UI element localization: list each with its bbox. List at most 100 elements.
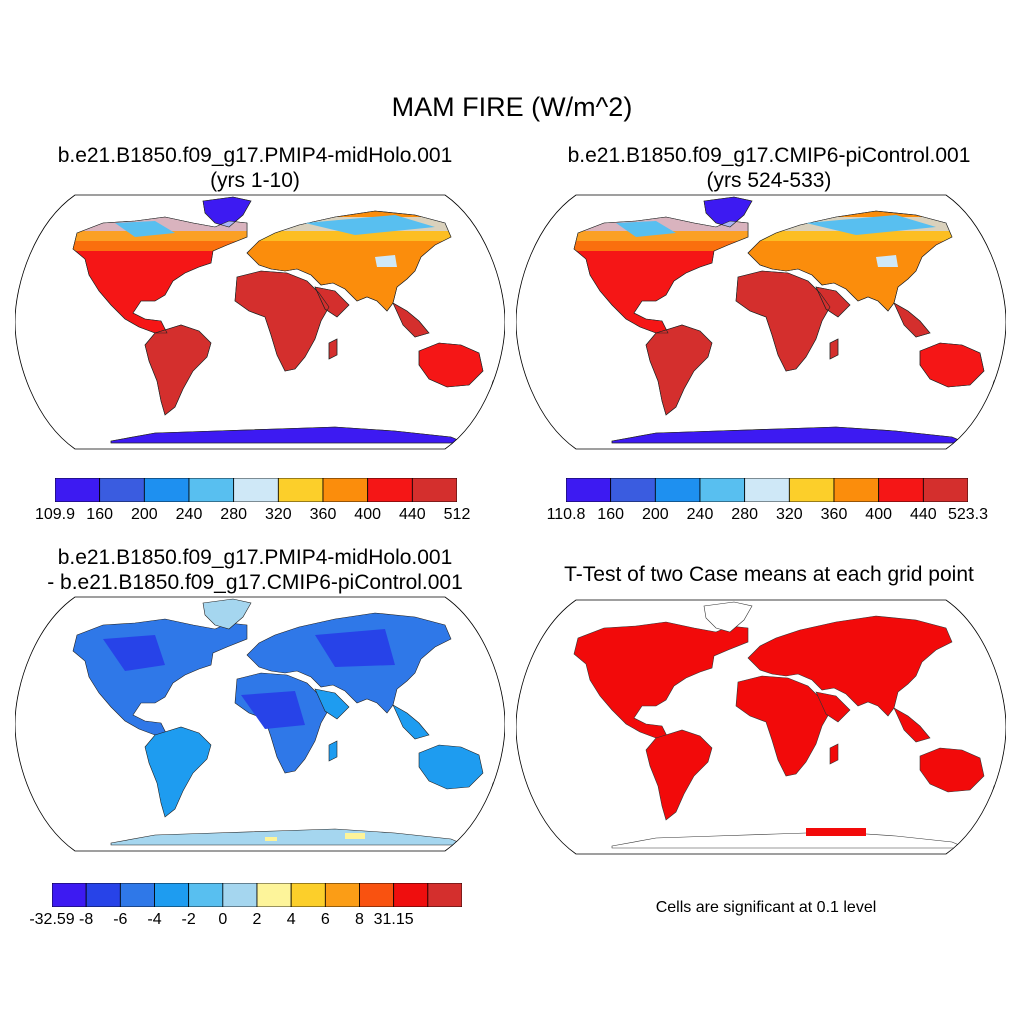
map-control-se-asia: [893, 302, 931, 338]
map-difference-negative-core: [315, 629, 395, 667]
colorbar-tick-label: 200: [641, 506, 669, 523]
colorbar-swatch: [52, 883, 87, 907]
map-difference-negative-core: [241, 691, 305, 729]
map-ttest-significant-patch: [806, 828, 866, 836]
colorbar-tick-label: 280: [220, 506, 248, 523]
colorbar-swatch: [154, 883, 190, 907]
colorbar-control: [566, 478, 968, 502]
panel-control-title-line2: (yrs 524-533): [706, 169, 832, 192]
map-ttest-madagascar: [829, 743, 839, 765]
map-difference-arabia: [314, 688, 350, 720]
colorbar-swatch: [566, 478, 612, 502]
map-ttest-south-america: [645, 729, 713, 821]
map-control: [516, 194, 1006, 450]
panel-case-title-line2: (yrs 1-10): [210, 169, 300, 192]
panel-case-title-line1: b.e21.B1850.f09_g17.PMIP4-midHolo.001: [57, 144, 453, 167]
map-difference-antarctica: [110, 828, 466, 846]
colorbar-swatch: [833, 478, 880, 502]
colorbar-tick-label: 400: [354, 506, 382, 523]
colorbar-tick-label: 280: [731, 506, 759, 523]
colorbar-swatch: [222, 883, 258, 907]
colorbar-swatch: [188, 883, 224, 907]
colorbar-swatch: [393, 883, 429, 907]
map-ttest-australia: [919, 747, 985, 793]
colorbar-tick-label: 109.9: [34, 506, 76, 523]
map-case-cold-patch: [305, 215, 435, 235]
colorbar-tick-label: 0: [218, 911, 228, 928]
map-ttest: [516, 599, 1006, 855]
map-case-cold-patch: [375, 255, 397, 267]
colorbar-swatch: [367, 478, 413, 502]
colorbar-swatch: [322, 478, 369, 502]
colorbar-tick-label: 240: [686, 506, 714, 523]
map-case: [15, 194, 505, 450]
map-case-cold-patch: [115, 221, 175, 237]
colorbar-tick-label: 6: [320, 911, 330, 928]
figure-title: MAM FIRE (W/m^2): [391, 92, 633, 122]
panel-control-title: b.e21.B1850.f09_g17.CMIP6-piControl.001 …: [514, 143, 1024, 193]
colorbar-swatch: [99, 478, 145, 502]
colorbar-tick-label: -6: [113, 911, 128, 928]
colorbar-difference-labels: -32.59 -8 -6 -4 -2 0 2 4 6 8 31.15: [29, 911, 462, 931]
colorbar-swatch: [277, 478, 324, 502]
map-case-madagascar: [328, 338, 338, 360]
map-control-africa: [735, 270, 831, 372]
map-control-lat-band: [574, 241, 952, 251]
colorbar-tick-label: 512: [443, 506, 471, 523]
map-ttest-antarctica: [611, 831, 967, 849]
colorbar-swatch: [188, 478, 235, 502]
map-ttest-africa: [735, 675, 831, 777]
map-difference-negative-core: [103, 635, 165, 671]
map-case-se-asia: [392, 302, 430, 338]
colorbar-swatch: [699, 478, 746, 502]
colorbar-tick-label: 523.3: [947, 506, 989, 523]
colorbar-case-labels: 109.9 160 200 240 280 320 360 400 440 512: [35, 506, 470, 526]
map-ttest-arabia: [815, 691, 851, 723]
panel-ttest-title: T-Test of two Case means at each grid po…: [564, 563, 974, 586]
colorbar-tick-label: 2: [252, 911, 262, 928]
map-ttest-north-america: [573, 621, 749, 739]
colorbar-tick-label: -4: [147, 911, 162, 928]
colorbar-control-labels: 110.8 160 200 240 280 320 360 400 440 523.3: [547, 506, 988, 526]
colorbar-swatch: [610, 478, 656, 502]
map-control-cold-patch: [876, 255, 898, 267]
map-control-south-america: [645, 324, 713, 416]
map-case-antarctica: [110, 426, 466, 444]
colorbar-difference: [52, 883, 462, 907]
colorbar-swatch: [55, 478, 101, 502]
map-difference: [15, 596, 505, 852]
map-difference-positive-patch: [265, 837, 277, 841]
panel-control-title-line1: b.e21.B1850.f09_g17.CMIP6-piControl.001: [567, 144, 971, 167]
colorbar-tick-label: 360: [820, 506, 848, 523]
colorbar-tick-label: 320: [775, 506, 803, 523]
colorbar-tick-label: 440: [398, 506, 426, 523]
colorbar-tick-label: 110.8: [546, 506, 586, 523]
colorbar-tick-label: 200: [130, 506, 158, 523]
map-control-cold-patch: [806, 215, 936, 235]
map-case-lat-band: [73, 231, 451, 241]
map-case-lat-band: [73, 241, 451, 251]
map-difference-se-asia: [392, 704, 430, 740]
map-case-south-america: [144, 324, 212, 416]
panel-difference-title: b.e21.B1850.f09_g17.PMIP4-midHolo.001 - …: [0, 545, 510, 595]
colorbar-swatch: [878, 478, 924, 502]
colorbar-swatch: [119, 883, 155, 907]
map-difference-north-america: [72, 618, 248, 736]
map-difference-greenland: [202, 598, 252, 630]
map-difference-madagascar: [328, 740, 338, 762]
map-control-cold-patch: [616, 221, 676, 237]
colorbar-tick-label: 31.15: [373, 911, 414, 928]
colorbar-swatch: [427, 883, 462, 907]
colorbar-swatch: [256, 883, 292, 907]
colorbar-tick-label: 400: [865, 506, 893, 523]
colorbar-tick-label: -32.59: [29, 911, 75, 928]
colorbar-tick-label: 320: [264, 506, 292, 523]
colorbar-swatch: [744, 478, 790, 502]
colorbar-tick-label: 440: [909, 506, 937, 523]
colorbar-swatch: [233, 478, 279, 502]
map-control-antarctica: [611, 426, 967, 444]
panel-difference-title-line1: b.e21.B1850.f09_g17.PMIP4-midHolo.001: [57, 546, 453, 569]
colorbar-tick-label: 160: [86, 506, 114, 523]
colorbar-swatch: [654, 478, 701, 502]
map-control-lat-band: [574, 231, 952, 241]
